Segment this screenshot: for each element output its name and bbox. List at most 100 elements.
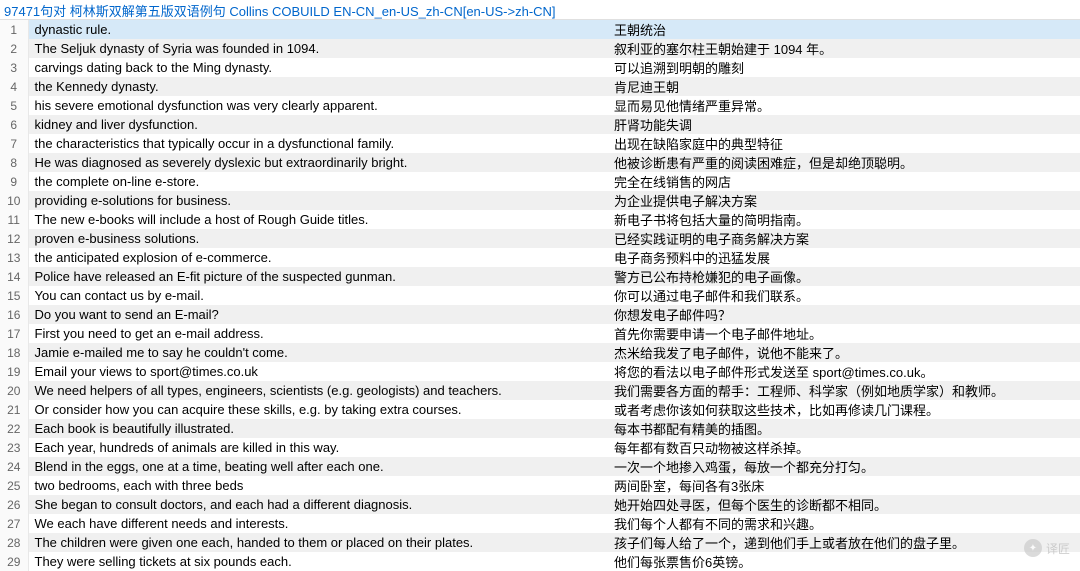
source-text[interactable]: The children were given one each, handed… [28, 533, 608, 552]
table-row[interactable]: 21Or consider how you can acquire these … [0, 400, 1080, 419]
source-text[interactable]: Jamie e-mailed me to say he couldn't com… [28, 343, 608, 362]
source-text[interactable]: Each year, hundreds of animals are kille… [28, 438, 608, 457]
source-text[interactable]: Blend in the eggs, one at a time, beatin… [28, 457, 608, 476]
source-text[interactable]: You can contact us by e-mail. [28, 286, 608, 305]
row-number: 13 [0, 248, 28, 267]
watermark: ✦ 译匠 [1024, 539, 1070, 557]
row-number: 29 [0, 552, 28, 571]
target-text[interactable]: 两间卧室，每间各有3张床 [608, 476, 1080, 495]
target-text[interactable]: 已经实践证明的电子商务解决方案 [608, 229, 1080, 248]
table-row[interactable]: 14Police have released an E-fit picture … [0, 267, 1080, 286]
source-text[interactable]: The Seljuk dynasty of Syria was founded … [28, 39, 608, 58]
table-row[interactable]: 9the complete on-line e-store.完全在线销售的网店 [0, 172, 1080, 191]
target-text[interactable]: 完全在线销售的网店 [608, 172, 1080, 191]
target-text[interactable]: 首先你需要申请一个电子邮件地址。 [608, 324, 1080, 343]
table-row[interactable]: 25two bedrooms, each with three beds两间卧室… [0, 476, 1080, 495]
table-row[interactable]: 17First you need to get an e-mail addres… [0, 324, 1080, 343]
target-text[interactable]: 一次一个地掺入鸡蛋，每放一个都充分打匀。 [608, 457, 1080, 476]
table-row[interactable]: 6kidney and liver dysfunction.肝肾功能失调 [0, 115, 1080, 134]
table-row[interactable]: 20We need helpers of all types, engineer… [0, 381, 1080, 400]
row-number: 6 [0, 115, 28, 134]
table-row[interactable]: 5his severe emotional dysfunction was ve… [0, 96, 1080, 115]
row-number: 17 [0, 324, 28, 343]
table-row[interactable]: 2The Seljuk dynasty of Syria was founded… [0, 39, 1080, 58]
target-text[interactable]: 她开始四处寻医，但每个医生的诊断都不相同。 [608, 495, 1080, 514]
target-text[interactable]: 显而易见他情绪严重异常。 [608, 96, 1080, 115]
target-text[interactable]: 警方已公布持枪嫌犯的电子画像。 [608, 267, 1080, 286]
row-number: 7 [0, 134, 28, 153]
target-text[interactable]: 我们每个人都有不同的需求和兴趣。 [608, 514, 1080, 533]
source-text[interactable]: The new e-books will include a host of R… [28, 210, 608, 229]
row-number: 16 [0, 305, 28, 324]
table-row[interactable]: 4the Kennedy dynasty.肯尼迪王朝 [0, 77, 1080, 96]
source-text[interactable]: proven e-business solutions. [28, 229, 608, 248]
target-text[interactable]: 可以追溯到明朝的雕刻 [608, 58, 1080, 77]
target-text[interactable]: 孩子们每人给了一个，递到他们手上或者放在他们的盘子里。 [608, 533, 1080, 552]
watermark-label: 译匠 [1046, 540, 1070, 557]
source-text[interactable]: kidney and liver dysfunction. [28, 115, 608, 134]
source-text[interactable]: the characteristics that typically occur… [28, 134, 608, 153]
source-text[interactable]: She began to consult doctors, and each h… [28, 495, 608, 514]
header-bar: 97471句对 柯林斯双解第五版双语例句 Collins COBUILD EN-… [0, 0, 1080, 20]
table-row[interactable]: 26She began to consult doctors, and each… [0, 495, 1080, 514]
target-text[interactable]: 每年都有数百只动物被这样杀掉。 [608, 438, 1080, 457]
table-row[interactable]: 12proven e-business solutions.已经实践证明的电子商… [0, 229, 1080, 248]
row-number: 5 [0, 96, 28, 115]
source-text[interactable]: He was diagnosed as severely dyslexic bu… [28, 153, 608, 172]
table-row[interactable]: 19Email your views to sport@times.co.uk将… [0, 362, 1080, 381]
source-text[interactable]: two bedrooms, each with three beds [28, 476, 608, 495]
target-text[interactable]: 电子商务预料中的迅猛发展 [608, 248, 1080, 267]
source-text[interactable]: We need helpers of all types, engineers,… [28, 381, 608, 400]
source-text[interactable]: the complete on-line e-store. [28, 172, 608, 191]
target-text[interactable]: 将您的看法以电子邮件形式发送至 sport@times.co.uk。 [608, 362, 1080, 381]
target-text[interactable]: 肯尼迪王朝 [608, 77, 1080, 96]
target-text[interactable]: 为企业提供电子解决方案 [608, 191, 1080, 210]
table-row[interactable]: 27We each have different needs and inter… [0, 514, 1080, 533]
target-text[interactable]: 他们每张票售价6英镑。 [608, 552, 1080, 571]
table-row[interactable]: 3carvings dating back to the Ming dynast… [0, 58, 1080, 77]
source-text[interactable]: We each have different needs and interes… [28, 514, 608, 533]
target-text[interactable]: 肝肾功能失调 [608, 115, 1080, 134]
target-text[interactable]: 我们需要各方面的帮手：工程师、科学家（例如地质学家）和教师。 [608, 381, 1080, 400]
target-text[interactable]: 出现在缺陷家庭中的典型特征 [608, 134, 1080, 153]
table-row[interactable]: 13the anticipated explosion of e-commerc… [0, 248, 1080, 267]
table-row[interactable]: 7the characteristics that typically occu… [0, 134, 1080, 153]
wechat-icon: ✦ [1024, 539, 1042, 557]
table-row[interactable]: 10providing e-solutions for business.为企业… [0, 191, 1080, 210]
source-text[interactable]: Each book is beautifully illustrated. [28, 419, 608, 438]
target-text[interactable]: 叙利亚的塞尔柱王朝始建于 1094 年。 [608, 39, 1080, 58]
source-text[interactable]: his severe emotional dysfunction was ver… [28, 96, 608, 115]
target-text[interactable]: 王朝统治 [608, 20, 1080, 39]
table-row[interactable]: 23Each year, hundreds of animals are kil… [0, 438, 1080, 457]
target-text[interactable]: 或者考虑你该如何获取这些技术，比如再修读几门课程。 [608, 400, 1080, 419]
source-text[interactable]: dynastic rule. [28, 20, 608, 39]
source-text[interactable]: First you need to get an e-mail address. [28, 324, 608, 343]
source-text[interactable]: Or consider how you can acquire these sk… [28, 400, 608, 419]
target-text[interactable]: 新电子书将包括大量的简明指南。 [608, 210, 1080, 229]
table-row[interactable]: 24Blend in the eggs, one at a time, beat… [0, 457, 1080, 476]
source-text[interactable]: They were selling tickets at six pounds … [28, 552, 608, 571]
target-text[interactable]: 每本书都配有精美的插图。 [608, 419, 1080, 438]
source-text[interactable]: Do you want to send an E-mail? [28, 305, 608, 324]
table-row[interactable]: 16Do you want to send an E-mail?你想发电子邮件吗… [0, 305, 1080, 324]
table-row[interactable]: 22Each book is beautifully illustrated.每… [0, 419, 1080, 438]
table-row[interactable]: 11The new e-books will include a host of… [0, 210, 1080, 229]
table-row[interactable]: 15You can contact us by e-mail.你可以通过电子邮件… [0, 286, 1080, 305]
source-text[interactable]: the Kennedy dynasty. [28, 77, 608, 96]
source-text[interactable]: the anticipated explosion of e-commerce. [28, 248, 608, 267]
target-text[interactable]: 你可以通过电子邮件和我们联系。 [608, 286, 1080, 305]
target-text[interactable]: 他被诊断患有严重的阅读困难症，但是却绝顶聪明。 [608, 153, 1080, 172]
table-row[interactable]: 18Jamie e-mailed me to say he couldn't c… [0, 343, 1080, 362]
target-text[interactable]: 你想发电子邮件吗？ [608, 305, 1080, 324]
source-text[interactable]: Police have released an E-fit picture of… [28, 267, 608, 286]
row-number: 3 [0, 58, 28, 77]
source-text[interactable]: providing e-solutions for business. [28, 191, 608, 210]
source-text[interactable]: carvings dating back to the Ming dynasty… [28, 58, 608, 77]
source-text[interactable]: Email your views to sport@times.co.uk [28, 362, 608, 381]
table-row[interactable]: 8He was diagnosed as severely dyslexic b… [0, 153, 1080, 172]
table-row[interactable]: 1dynastic rule.王朝统治 [0, 20, 1080, 39]
row-number: 21 [0, 400, 28, 419]
table-row[interactable]: 29They were selling tickets at six pound… [0, 552, 1080, 571]
table-row[interactable]: 28The children were given one each, hand… [0, 533, 1080, 552]
target-text[interactable]: 杰米给我发了电子邮件，说他不能来了。 [608, 343, 1080, 362]
